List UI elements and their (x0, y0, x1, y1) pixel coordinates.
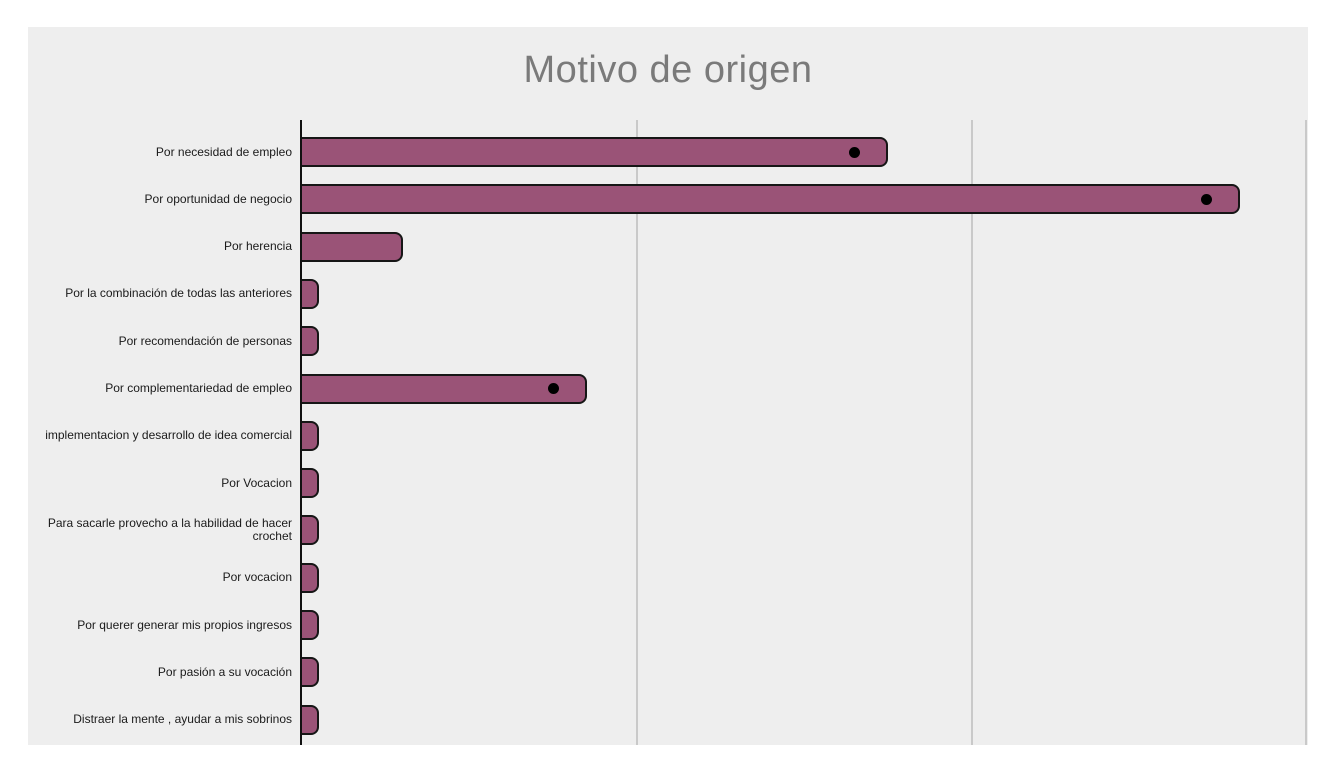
category-label: Por herencia (223, 239, 292, 254)
category-label: Por Vocacion (221, 475, 292, 490)
y-axis-line (300, 120, 302, 745)
bar (302, 657, 319, 688)
bar (302, 326, 319, 357)
category-label: Por oportunidad de negocio (144, 191, 292, 206)
category-label: Por vocacion (222, 570, 292, 585)
bar (302, 704, 319, 735)
bar (302, 184, 1240, 215)
category-label: Por la combinación de todas las anterior… (65, 286, 292, 301)
bar (302, 562, 319, 593)
bar (302, 137, 889, 167)
category-label: Para sacarle provecho a la habilidad de … (47, 516, 292, 544)
bar (302, 610, 319, 640)
category-label: Por pasión a su vocación (157, 664, 292, 679)
bar (302, 468, 319, 499)
x-gridline (1305, 120, 1307, 745)
x-gridline (636, 120, 638, 745)
bar (302, 231, 403, 262)
bar (302, 515, 319, 546)
point-marker (1201, 193, 1212, 205)
bar (302, 420, 319, 451)
point-marker (547, 383, 559, 394)
chart-panel: Motivo de origen Por necesidad de empleo… (28, 27, 1308, 745)
plot-area: Por necesidad de empleo Por oportunidad d… (28, 27, 1308, 745)
category-label: Por complementariedad de empleo (105, 381, 292, 395)
category-label: Distraer la mente , ayudar a mis sobrino… (73, 712, 292, 727)
bar (302, 278, 319, 309)
point-marker (849, 146, 861, 158)
category-label: Por recomendación de personas (118, 333, 292, 348)
chart-title: Motivo de origen (523, 49, 813, 91)
category-label: Por querer generar mis propios ingresos (77, 617, 292, 632)
category-label: implementacion y desarrollo de idea come… (45, 428, 292, 443)
bar (302, 373, 587, 404)
x-gridline (971, 120, 973, 745)
category-label: Por necesidad de empleo (155, 144, 292, 159)
